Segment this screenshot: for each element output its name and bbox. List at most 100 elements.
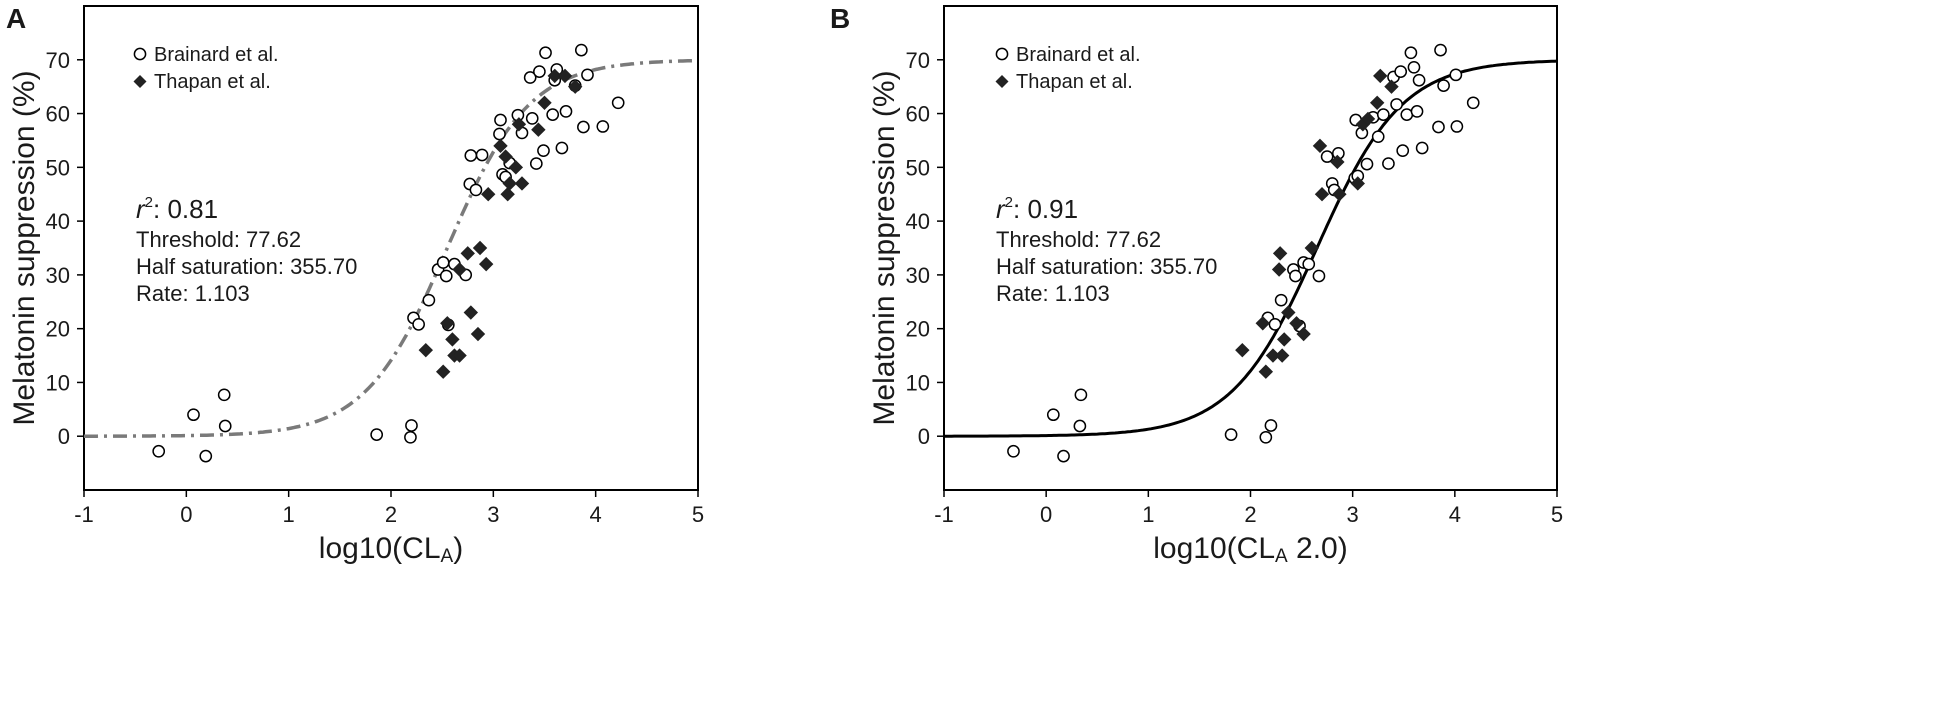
data-point-circle: [1289, 269, 1302, 283]
x-axis-title-main: log10(CL: [1153, 532, 1275, 565]
data-point-circle: [1360, 157, 1374, 171]
legend-label-brainard: Brainard et al.: [1016, 44, 1141, 66]
data-point-diamond: [452, 348, 467, 363]
data-point-circle: [533, 65, 546, 78]
data-point-circle: [555, 141, 569, 155]
data-point-circle: [1268, 318, 1282, 331]
data-point-circle: [1302, 257, 1316, 271]
rate-annotation: Rate: 1.103: [996, 281, 1110, 306]
y-tick-label: 60: [46, 102, 70, 127]
data-point-diamond: [1274, 348, 1290, 363]
data-point-circle: [199, 449, 213, 463]
data-point-diamond: [500, 187, 515, 202]
data-point-diamond: [418, 342, 434, 358]
series-brainard: [1007, 43, 1480, 463]
series-brainard: [152, 43, 625, 463]
chart-panel-a: A-1 0 1 2 3 4 5010203040506070log10(CLA)Melato…: [6, 3, 704, 567]
data-point-circle: [523, 71, 537, 84]
data-point-circle: [1410, 105, 1424, 118]
data-point-circle: [1437, 79, 1450, 92]
legend: Brainard et al. Thapan et al.: [133, 44, 279, 93]
x-tick-label: 3: [1347, 502, 1359, 527]
data-point-diamond: [1369, 95, 1385, 111]
data-point-diamond: [1296, 326, 1311, 342]
data-point-diamond: [1271, 262, 1287, 277]
rate-annotation: Rate: 1.103: [136, 281, 250, 306]
legend-label-thapan: Thapan et al.: [1016, 71, 1133, 93]
y-tick-label: 30: [46, 263, 70, 288]
data-point-circle: [493, 127, 506, 141]
data-point-diamond: [472, 240, 488, 256]
panel-letter: B: [830, 3, 850, 34]
data-point-diamond: [481, 187, 496, 202]
fit-curve: [84, 58, 699, 438]
y-axis-title: Melatonin suppression (%): [8, 70, 41, 425]
data-point-diamond: [508, 160, 524, 175]
data-point-circle: [1371, 130, 1385, 144]
data-point-circle: [494, 113, 507, 127]
data-point-diamond: [440, 316, 455, 331]
data-point-diamond: [1330, 154, 1345, 170]
series-thapan: [1235, 68, 1399, 379]
x-tick-label: -1: [74, 502, 94, 527]
legend: Brainard et al. Thapan et al.: [995, 44, 1141, 93]
data-point-diamond: [502, 176, 517, 191]
data-point-circle: [1046, 408, 1060, 422]
x-tick-label: 0: [1040, 502, 1052, 527]
data-point-circle: [611, 96, 625, 110]
data-point-diamond: [435, 364, 451, 379]
data-point-circle: [1434, 43, 1447, 57]
x-tick-label: 2: [385, 502, 397, 527]
data-point-circle: [539, 46, 552, 60]
data-point-diamond: [1272, 246, 1288, 261]
data-point-diamond: [557, 68, 573, 84]
y-tick-label: 20: [46, 317, 70, 342]
data-point-diamond: [463, 305, 479, 320]
data-point-circle: [439, 269, 453, 283]
data-point-diamond: [445, 332, 460, 347]
y-tick-label: 30: [906, 263, 930, 288]
data-point-circle: [469, 183, 483, 197]
data-point-circle: [152, 444, 166, 458]
data-point-circle: [537, 144, 550, 158]
data-point-diamond: [1235, 342, 1250, 358]
y-tick-label: 50: [906, 155, 930, 180]
data-point-circle: [1394, 65, 1408, 78]
data-point-circle: [1396, 144, 1410, 158]
y-axis-title: Melatonin suppression (%): [868, 70, 901, 425]
x-tick-label: 5: [692, 502, 704, 527]
data-point-diamond: [1384, 79, 1399, 94]
x-axis-title: log10(CLA 2.0): [1153, 532, 1347, 567]
data-point-diamond: [460, 246, 475, 261]
data-point-diamond: [1255, 316, 1270, 331]
r2-superscript: 2: [1005, 194, 1013, 211]
legend-marker-circle: [133, 47, 147, 61]
data-point-circle: [1007, 444, 1020, 458]
data-point-circle: [559, 105, 573, 118]
data-point-circle: [1376, 108, 1390, 121]
data-point-diamond: [1258, 364, 1274, 379]
data-point-circle: [370, 428, 384, 441]
data-point-circle: [1449, 68, 1463, 82]
data-point-circle: [1259, 430, 1273, 444]
y-tick-label: 40: [46, 209, 70, 234]
data-point-diamond: [1289, 316, 1304, 331]
data-point-circle: [422, 293, 436, 307]
data-point-diamond: [537, 95, 552, 111]
y-tick-label: 60: [906, 102, 930, 127]
data-point-circle: [525, 112, 539, 125]
data-point-circle: [1404, 46, 1418, 60]
x-axis-title: log10(CLA): [319, 532, 463, 567]
data-point-diamond: [1350, 176, 1365, 191]
data-point-diamond: [1360, 111, 1376, 127]
data-point-circle: [1382, 157, 1395, 170]
x-tick-label: 5: [1551, 502, 1563, 527]
threshold-annotation: Threshold: 77.62: [136, 227, 301, 252]
r2-annotation: r2: 0.91: [996, 194, 1078, 224]
legend-marker-diamond: [133, 75, 147, 88]
x-tick-label: 4: [590, 502, 602, 527]
data-point-circle: [546, 108, 560, 121]
